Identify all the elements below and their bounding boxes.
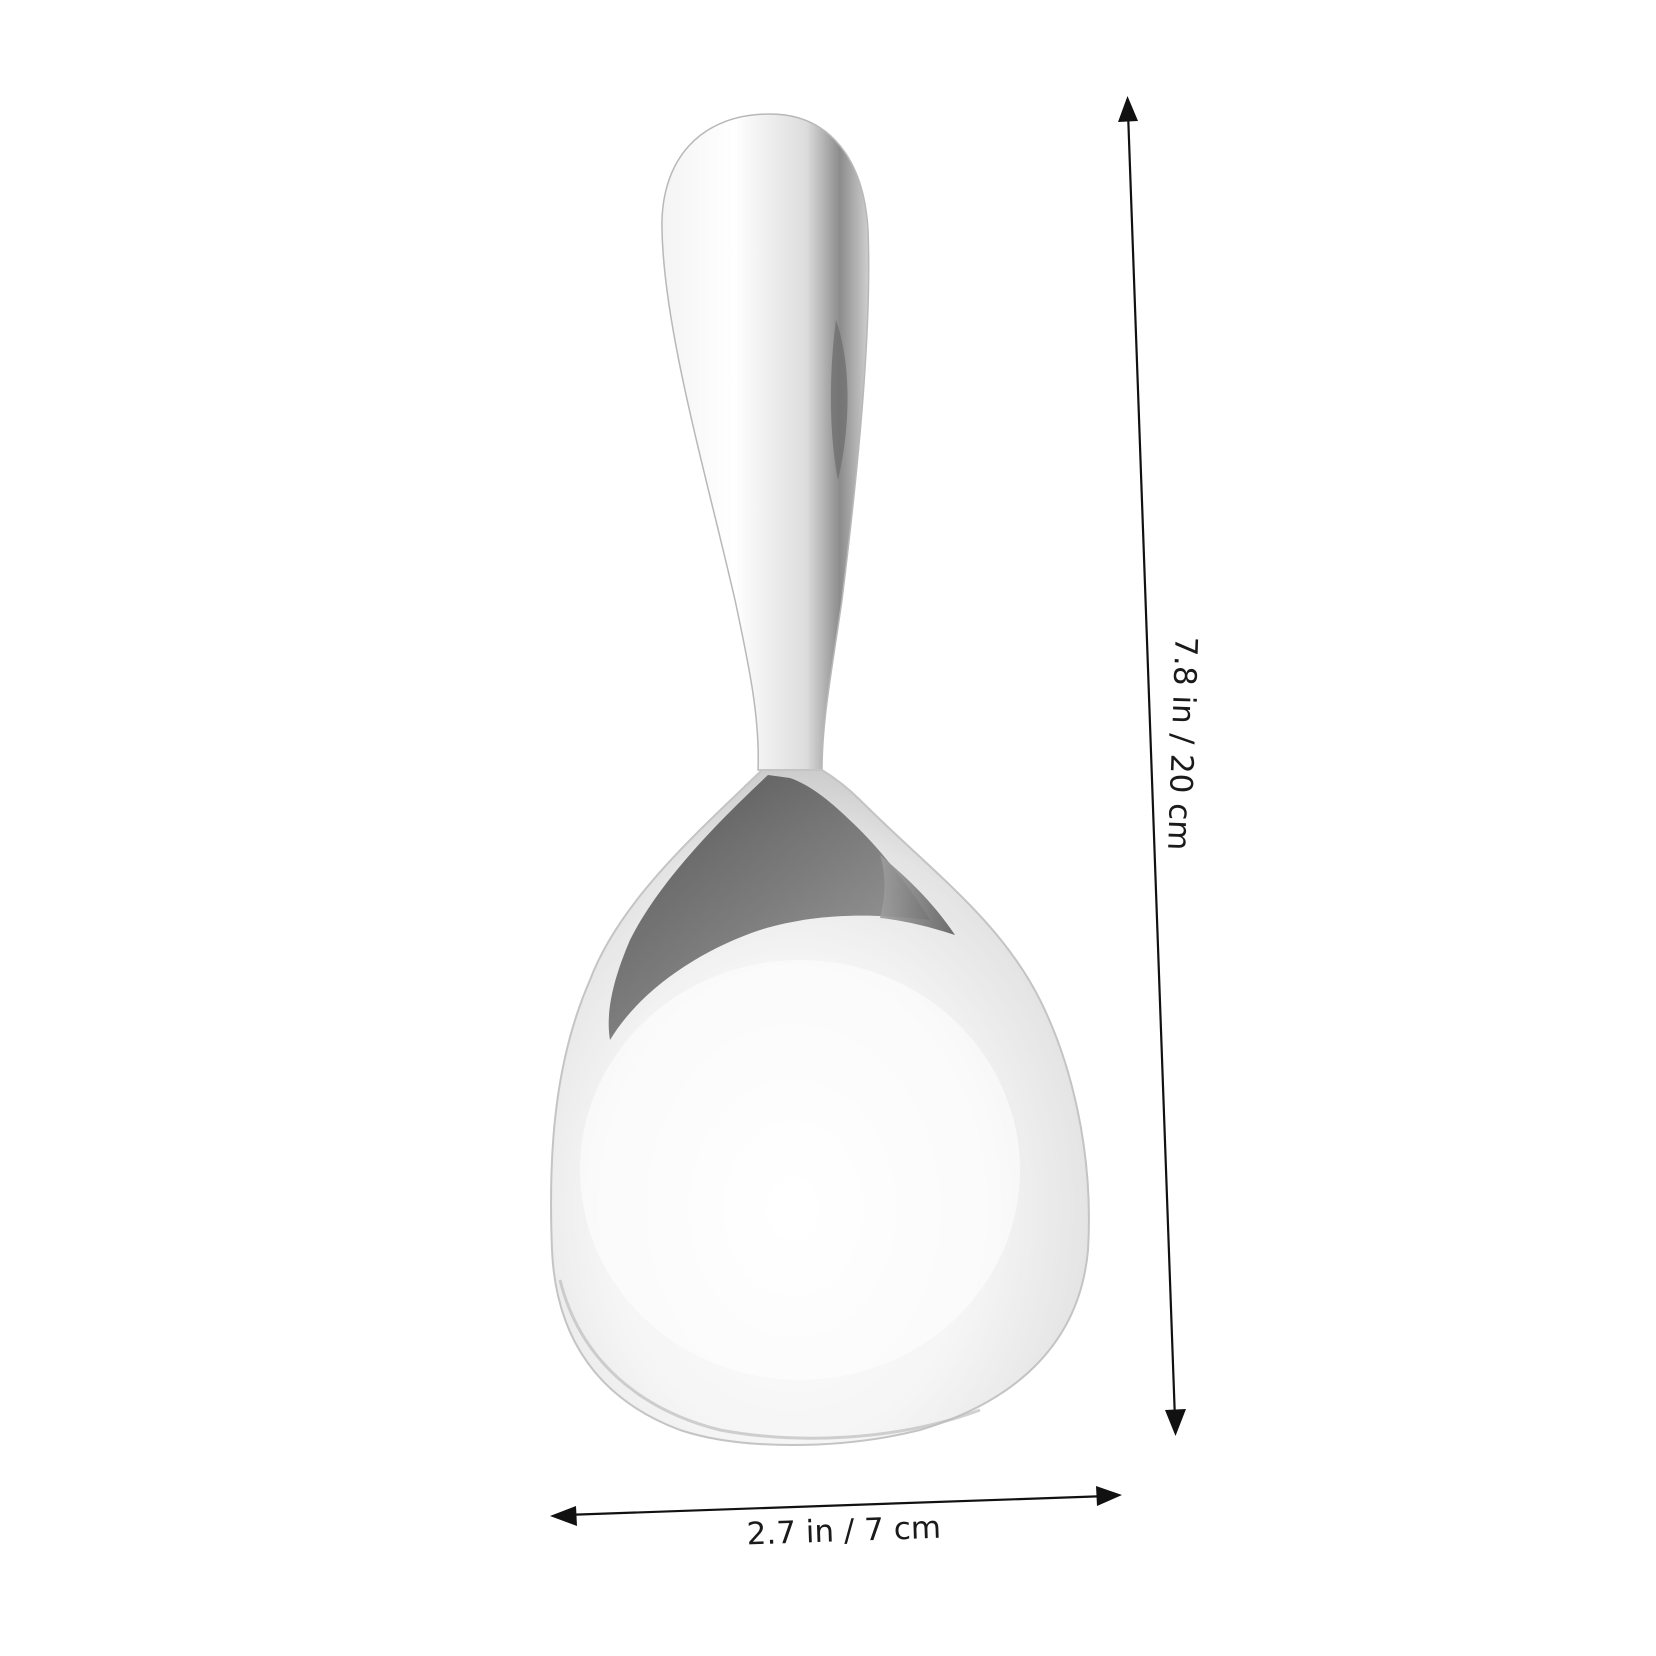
width-label: 2.7 in / 7 cm [746,1510,942,1553]
width-dimension: 2.7 in / 7 cm [550,1486,1122,1553]
height-dimension-line [1126,111,1177,1421]
width-arrow-left-icon [550,1506,577,1526]
spoon [550,113,1090,1446]
bowl-neck-shadow [608,775,930,1040]
height-label: 7.8 in / 20 cm [1160,636,1203,851]
height-arrow-bottom-icon [1165,1409,1186,1436]
height-dimension: 7.8 in / 20 cm [1118,96,1204,1436]
spoon-handle [661,113,870,771]
bowl-rim [558,1279,981,1440]
width-arrow-right-icon [1096,1486,1122,1506]
bowl-highlight [580,960,1020,1380]
height-arrow-top-icon [1118,96,1138,122]
width-dimension-line [564,1494,1109,1517]
bowl-right-shadow [880,855,955,935]
handle-reflection [830,320,848,480]
